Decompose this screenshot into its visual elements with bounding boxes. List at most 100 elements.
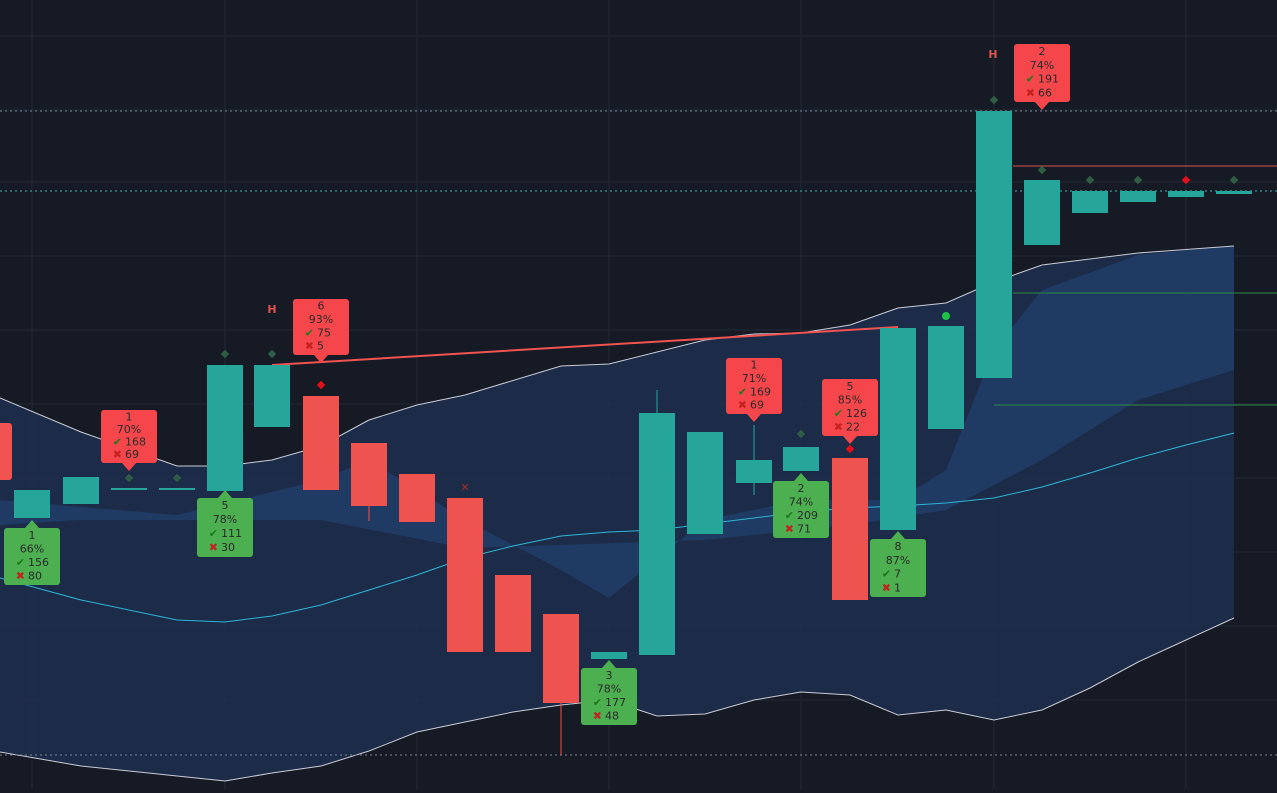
badge-percent: 78%	[597, 682, 621, 695]
badge-box	[101, 410, 157, 463]
loss-icon: ✖	[785, 522, 794, 535]
badge-count: 1	[126, 410, 133, 423]
loss-icon: ✖	[1026, 86, 1035, 99]
candle	[736, 460, 772, 483]
badge: 585%✔ 126✖ 22	[822, 379, 878, 444]
diamond	[124, 473, 134, 483]
candle	[447, 498, 483, 652]
loss-icon: ✖	[593, 709, 602, 722]
candle	[639, 413, 675, 655]
candle	[928, 326, 964, 429]
win-icon: ✔	[305, 326, 314, 339]
badge-pointer	[1035, 102, 1049, 110]
badge-count: 2	[798, 482, 805, 495]
diamond	[220, 349, 230, 359]
badge-clipped	[0, 423, 12, 480]
badge-losses: 30	[221, 541, 235, 554]
badge-percent: 74%	[1030, 59, 1054, 72]
badge-count: 5	[847, 380, 854, 393]
badge-percent: 70%	[117, 423, 141, 436]
badge-pointer	[122, 463, 136, 471]
badge-losses: 80	[28, 569, 42, 582]
badge-count: 1	[29, 529, 36, 542]
win-icon: ✔	[209, 527, 218, 540]
badge-count: 2	[1039, 45, 1046, 58]
badge: 693%✔ 75✖ 5	[293, 299, 349, 363]
badge-percent: 66%	[20, 542, 44, 555]
diamond	[796, 429, 806, 439]
badge-wins: 177	[605, 696, 626, 709]
diamond	[316, 380, 326, 390]
cloud-fill	[0, 246, 1234, 598]
loss-icon: ✖	[882, 581, 891, 594]
candle	[880, 328, 916, 530]
badge-pointer	[794, 473, 808, 481]
candle	[1168, 191, 1204, 197]
lower-band	[0, 617, 1235, 782]
badge-pointer	[891, 531, 905, 539]
badge-pointer	[602, 660, 616, 668]
candle	[159, 488, 195, 490]
badge: 887%✔ 7✖ 1	[870, 531, 926, 597]
badge-percent: 74%	[789, 495, 813, 508]
candle	[495, 575, 531, 652]
win-icon: ✔	[834, 407, 843, 420]
badge-box	[822, 379, 878, 436]
candle	[303, 396, 339, 490]
candle	[832, 458, 868, 600]
cross: ✕	[460, 481, 469, 494]
badge-percent: 78%	[213, 513, 237, 526]
win-icon: ✔	[113, 435, 122, 448]
badge-wins: 126	[846, 407, 867, 420]
badge-count: 8	[895, 540, 902, 553]
win-icon: ✔	[16, 556, 25, 569]
badge-wins: 111	[221, 527, 242, 540]
badge-pointer	[314, 355, 328, 363]
candle	[111, 488, 147, 490]
candle	[1072, 191, 1108, 213]
badge-wins: 209	[797, 509, 818, 522]
loss-icon: ✖	[738, 399, 747, 412]
badge-losses: 69	[125, 448, 139, 461]
badge-box	[4, 528, 60, 585]
candle	[1024, 180, 1060, 245]
candle	[14, 490, 50, 518]
win-icon: ✔	[785, 509, 794, 522]
candle	[254, 365, 290, 427]
badge-wins: 169	[750, 385, 771, 398]
badge-box	[197, 498, 253, 557]
high-marker: H	[267, 303, 276, 316]
band-fill	[0, 246, 1234, 781]
badge-count: 5	[222, 499, 229, 512]
candle	[976, 111, 1012, 378]
win-icon: ✔	[738, 385, 747, 398]
loss-icon: ✖	[113, 448, 122, 461]
trend-line	[271, 326, 899, 366]
badge-losses: 5	[317, 340, 324, 353]
badge: 170%✔ 168✖ 69	[101, 410, 157, 471]
candle	[399, 474, 435, 522]
badge-percent: 71%	[742, 372, 766, 385]
badge: 274%✔ 191✖ 66	[1014, 44, 1070, 110]
badge-percent: 87%	[886, 554, 910, 567]
badge-count: 3	[606, 669, 613, 682]
badge-box	[293, 299, 349, 355]
loss-icon: ✖	[834, 420, 843, 433]
diamond	[845, 444, 855, 454]
badge-box	[1014, 44, 1070, 102]
candle	[1216, 191, 1252, 194]
candle	[783, 447, 819, 471]
badge-wins: 75	[317, 326, 331, 339]
candle	[351, 443, 387, 506]
badge: 274%✔ 209✖ 71	[773, 473, 829, 538]
candle	[207, 365, 243, 491]
loss-icon: ✖	[16, 569, 25, 582]
badge-losses: 22	[846, 420, 860, 433]
badge-wins: 168	[125, 435, 146, 448]
badge-percent: 85%	[838, 393, 862, 406]
candle	[543, 614, 579, 703]
loss-icon: ✖	[209, 541, 218, 554]
badge-losses: 66	[1038, 86, 1052, 99]
